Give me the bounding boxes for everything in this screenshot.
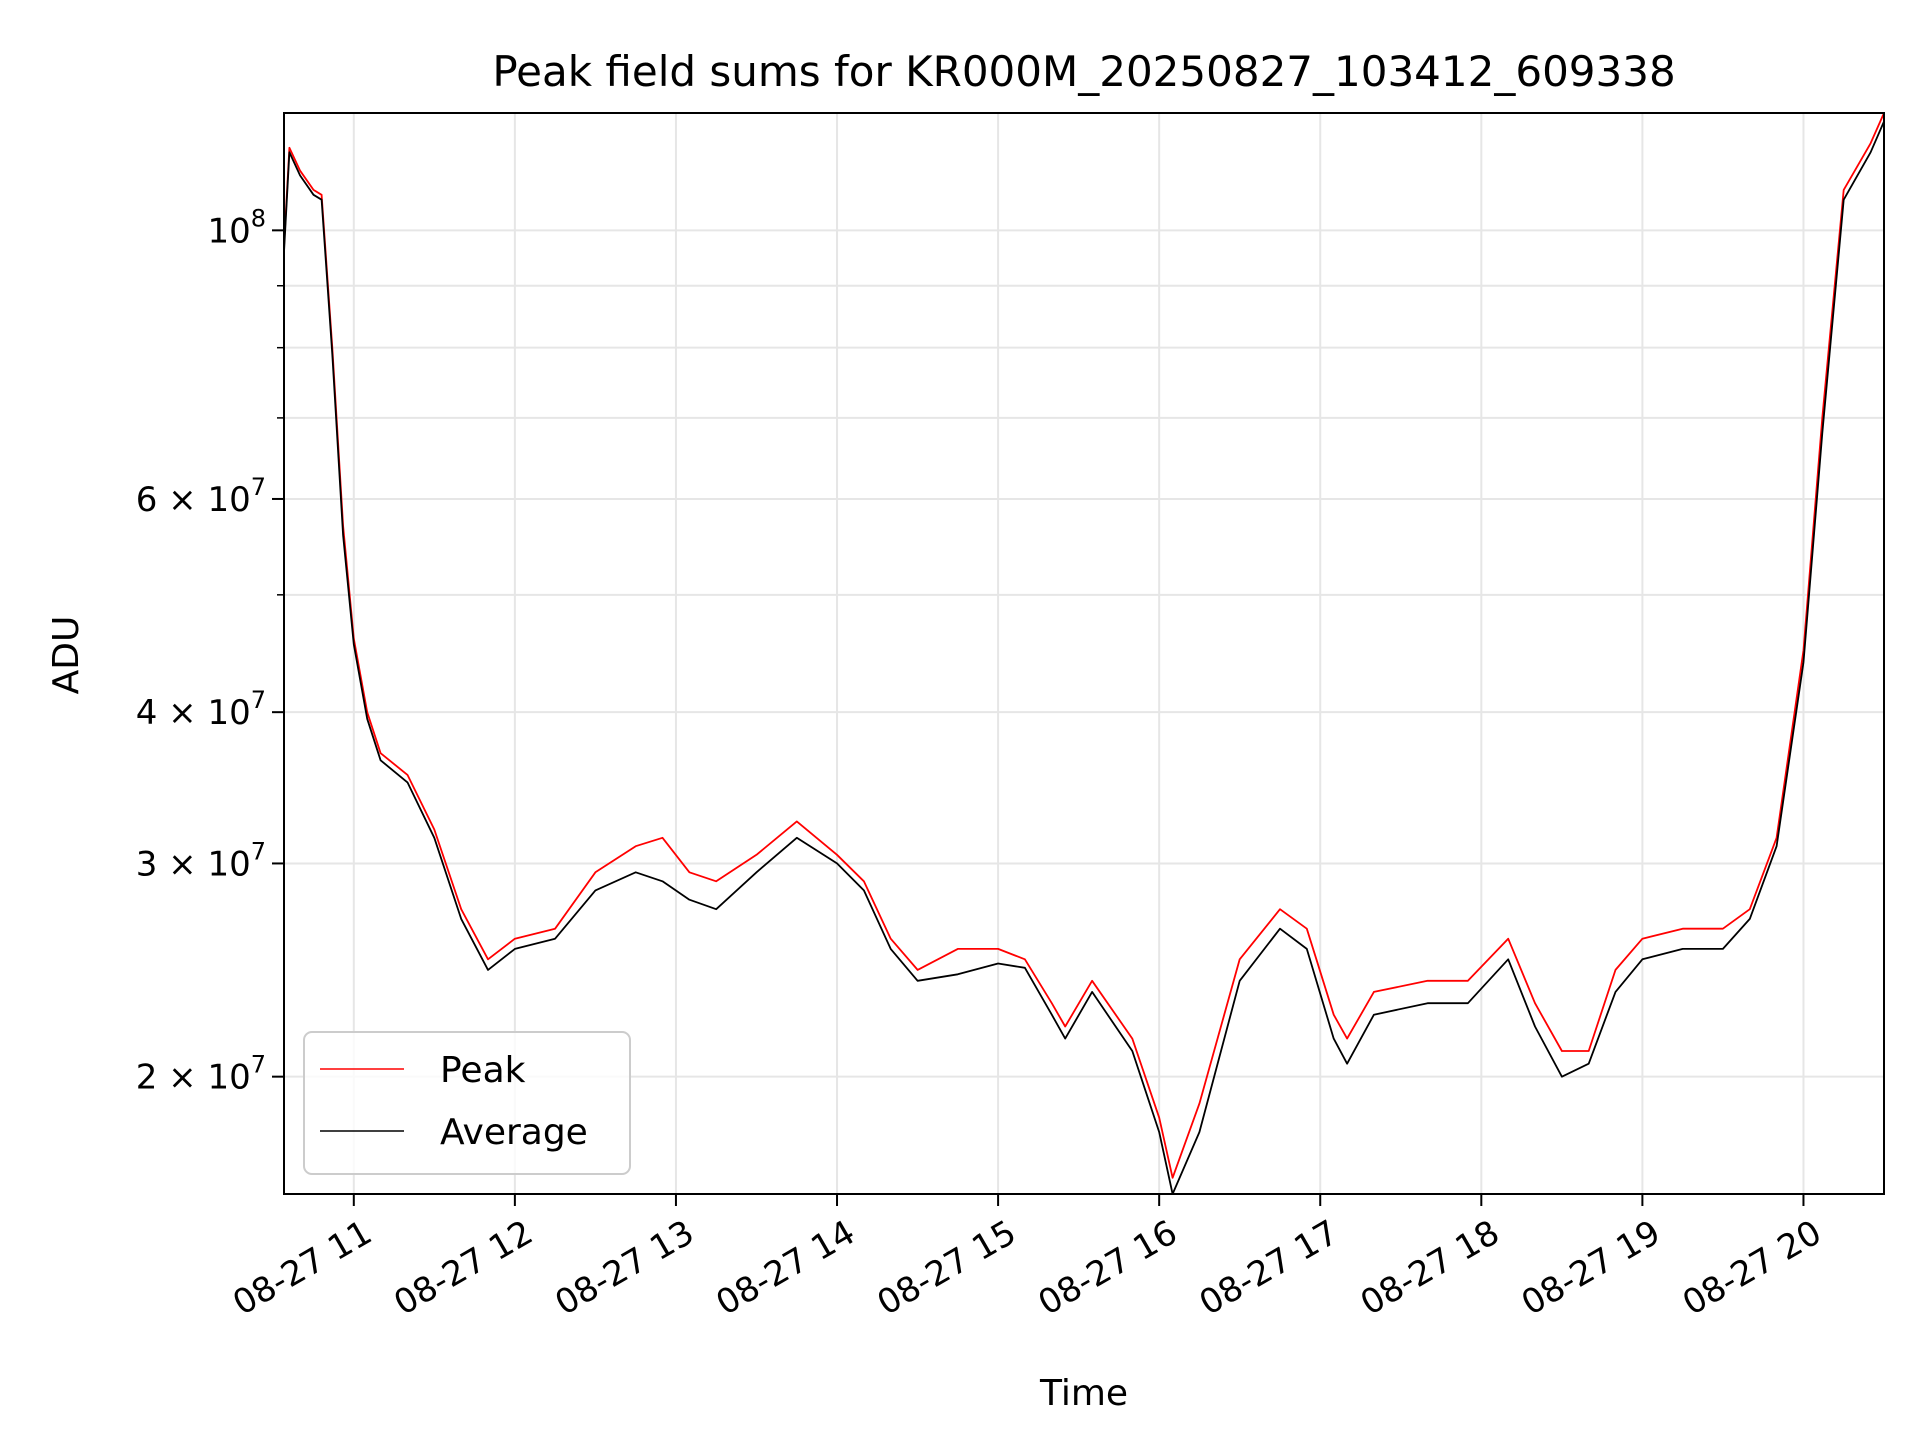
y-tick-label-base: 10 bbox=[207, 211, 250, 251]
y-tick-label: 2 × 107 bbox=[136, 1051, 266, 1098]
y-tick-label-exponent: 7 bbox=[251, 473, 266, 501]
y-tick-label-base: 6 × 10 bbox=[136, 480, 251, 520]
y-tick-label-base: 4 × 10 bbox=[136, 693, 251, 733]
chart-title: Peak field sums for KR000M_20250827_1034… bbox=[492, 47, 1675, 96]
y-tick-label-exponent: 7 bbox=[251, 686, 266, 714]
legend-box bbox=[303, 1031, 631, 1175]
x-axis-label: Time bbox=[1039, 1373, 1128, 1414]
y-tick-label-exponent: 7 bbox=[251, 1051, 266, 1079]
y-tick-label: 108 bbox=[207, 204, 266, 251]
plot-area-frame bbox=[283, 112, 1885, 1195]
legend-label-average: Average bbox=[440, 1112, 588, 1153]
series-line-peak bbox=[283, 112, 1885, 1179]
legend: Peak Average bbox=[303, 1031, 631, 1175]
series-line-average bbox=[283, 121, 1885, 1195]
legend-label-peak: Peak bbox=[440, 1050, 526, 1091]
y-tick-label: 4 × 107 bbox=[136, 686, 266, 733]
y-tick-label-base: 2 × 10 bbox=[136, 1058, 251, 1098]
y-tick-label: 3 × 107 bbox=[136, 837, 266, 884]
y-tick-label-base: 3 × 10 bbox=[136, 844, 251, 884]
y-axis-label: ADU bbox=[46, 616, 87, 695]
y-tick-label-exponent: 7 bbox=[251, 837, 266, 865]
y-tick-label: 6 × 107 bbox=[136, 473, 266, 520]
plot-series bbox=[283, 112, 1885, 1195]
y-tick-label-exponent: 8 bbox=[251, 204, 266, 232]
